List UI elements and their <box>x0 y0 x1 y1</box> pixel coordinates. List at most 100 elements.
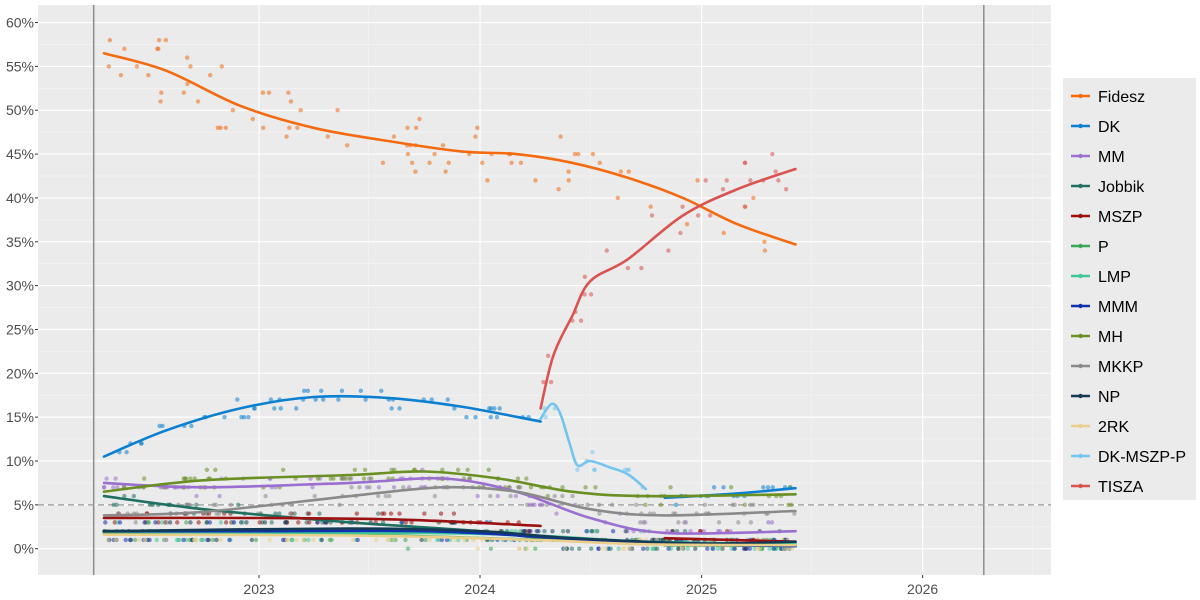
poll-point <box>589 528 595 534</box>
poll-point <box>267 537 272 543</box>
poll-point <box>429 397 434 402</box>
poll-point <box>196 520 201 525</box>
poll-point <box>142 537 148 543</box>
poll-point <box>643 502 648 508</box>
poll-point <box>175 520 180 525</box>
lines-layer <box>102 51 797 548</box>
poll-point <box>214 537 219 543</box>
poll-point <box>188 476 193 481</box>
poll-point <box>582 274 588 280</box>
poll-point <box>153 520 158 525</box>
poll-point <box>440 143 446 148</box>
trend-line <box>102 470 797 498</box>
poll-point <box>679 546 685 551</box>
poll-point <box>719 546 724 551</box>
legend-label: MM <box>1098 149 1125 166</box>
poll-point <box>350 537 356 543</box>
poll-point <box>615 195 620 201</box>
poll-point <box>369 476 374 481</box>
poll-point <box>590 450 595 455</box>
poll-point <box>207 520 213 525</box>
poll-point <box>515 476 521 481</box>
legend-label: 2RK <box>1098 419 1129 436</box>
poll-point <box>522 528 528 534</box>
y-tick-label: 5% <box>14 497 34 513</box>
poll-point <box>592 528 598 534</box>
x-tick-label: 2023 <box>243 581 274 597</box>
poll-point <box>599 546 604 551</box>
legend-key-point <box>1078 213 1083 219</box>
poll-point <box>405 546 411 551</box>
legend-label: MSZP <box>1098 209 1142 226</box>
poll-point <box>115 485 120 490</box>
poll-point <box>269 520 274 525</box>
poll-point <box>288 99 294 104</box>
poll-point <box>710 546 715 551</box>
poll-point <box>413 169 418 174</box>
poll-point <box>343 476 349 481</box>
poll-point <box>185 81 190 87</box>
poll-point <box>488 406 494 411</box>
poll-point <box>485 178 490 183</box>
poll-point <box>556 186 561 192</box>
poll-point <box>643 520 648 525</box>
poll-point <box>347 476 352 481</box>
poll-point <box>446 160 451 166</box>
x-tick-label: 2024 <box>464 581 495 597</box>
poll-point <box>792 511 797 516</box>
poll-point <box>349 485 354 490</box>
poll-point <box>292 511 297 516</box>
poll-point <box>188 520 193 525</box>
poll-point <box>650 546 655 551</box>
poll-point <box>566 178 571 183</box>
poll-point <box>117 520 123 525</box>
poll-point <box>380 160 386 166</box>
poll-point <box>552 493 557 499</box>
trend-line <box>102 533 797 547</box>
y-tick-label: 60% <box>6 15 34 31</box>
poll-point <box>405 151 411 157</box>
legend-label: MKKP <box>1098 359 1143 376</box>
poll-point <box>423 537 428 543</box>
poll-point <box>379 388 384 394</box>
poll-point <box>388 511 394 516</box>
legend-item: DK <box>1071 119 1121 136</box>
poll-point <box>473 134 478 139</box>
poll-point <box>451 511 457 516</box>
poll-point <box>111 485 116 490</box>
poll-point <box>545 353 551 358</box>
poll-point <box>373 537 379 543</box>
poll-point <box>189 423 194 429</box>
poll-point <box>452 406 457 411</box>
poll-point <box>769 520 775 525</box>
poll-point <box>785 546 790 551</box>
legend-label: MH <box>1098 329 1123 346</box>
poll-point <box>403 537 408 543</box>
legend-key-point <box>1078 93 1083 99</box>
poll-point <box>541 379 546 385</box>
poll-point <box>249 537 255 543</box>
poll-point <box>572 151 578 157</box>
poll-point <box>770 151 775 157</box>
poll-point <box>103 520 108 525</box>
legend-label: Fidesz <box>1098 89 1145 106</box>
poll-point <box>488 493 493 499</box>
poll-point <box>610 528 616 534</box>
poll-point <box>742 502 748 508</box>
poll-point <box>155 46 160 52</box>
poll-point <box>284 537 290 543</box>
poll-point <box>159 520 165 525</box>
poll-point <box>513 493 519 499</box>
poll-point <box>678 230 683 236</box>
poll-point <box>311 537 316 543</box>
poll-point <box>565 528 571 534</box>
poll-point <box>278 406 283 411</box>
poll-point <box>223 520 229 525</box>
poll-point <box>558 134 563 139</box>
trend-line <box>102 516 542 528</box>
poll-point <box>590 151 596 157</box>
poll-point <box>721 230 726 236</box>
poll-point <box>757 546 763 551</box>
poll-point <box>488 546 494 551</box>
